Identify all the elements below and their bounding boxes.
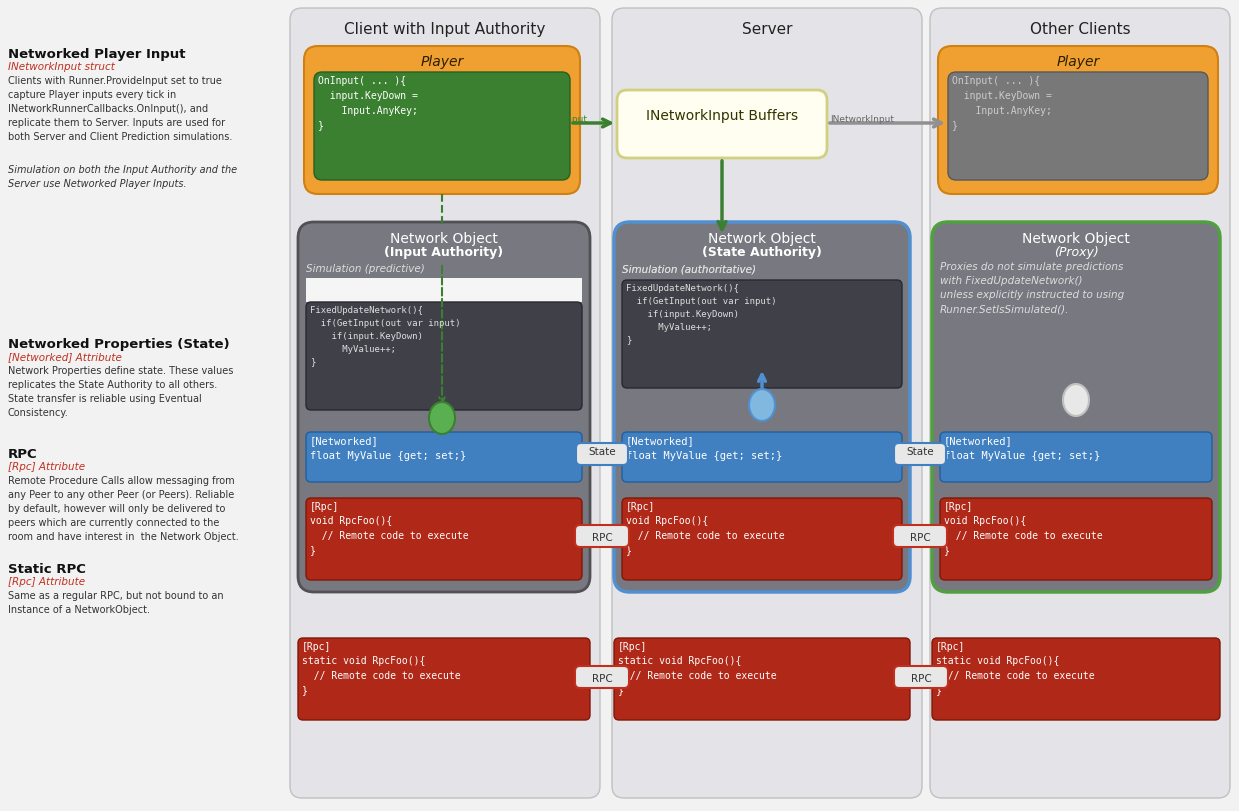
- FancyBboxPatch shape: [617, 90, 826, 158]
- FancyBboxPatch shape: [622, 280, 902, 388]
- FancyBboxPatch shape: [575, 666, 629, 688]
- Text: [Rpc] Attribute: [Rpc] Attribute: [7, 462, 85, 472]
- FancyBboxPatch shape: [622, 498, 902, 580]
- Text: [Rpc] Attribute: [Rpc] Attribute: [7, 577, 85, 587]
- Text: (State Authority): (State Authority): [703, 246, 821, 259]
- FancyBboxPatch shape: [615, 222, 909, 592]
- FancyBboxPatch shape: [612, 8, 922, 798]
- Text: INetworkInput struct: INetworkInput struct: [7, 62, 115, 72]
- FancyBboxPatch shape: [304, 46, 580, 194]
- Text: Player: Player: [1057, 55, 1100, 69]
- Text: Same as a regular RPC, but not bound to an
Instance of a NetworkObject.: Same as a regular RPC, but not bound to …: [7, 591, 223, 615]
- Text: RPC: RPC: [911, 674, 932, 684]
- Text: Static RPC: Static RPC: [7, 563, 85, 576]
- Ellipse shape: [1063, 384, 1089, 416]
- Text: Networked Properties (State): Networked Properties (State): [7, 338, 229, 351]
- Text: Network Object: Network Object: [1022, 232, 1130, 246]
- FancyBboxPatch shape: [895, 666, 948, 688]
- Text: RPC: RPC: [7, 448, 37, 461]
- FancyBboxPatch shape: [948, 72, 1208, 180]
- Text: Simulation (authoritative): Simulation (authoritative): [622, 264, 756, 274]
- Text: [Rpc]
static void RpcFoo(){
  // Remote code to execute
}: [Rpc] static void RpcFoo(){ // Remote co…: [935, 642, 1094, 695]
- FancyBboxPatch shape: [932, 222, 1220, 592]
- Text: [Rpc]
void RpcFoo(){
  // Remote code to execute
}: [Rpc] void RpcFoo(){ // Remote code to e…: [310, 502, 468, 556]
- Text: Proxies do not simulate predictions
with FixedUpdateNetwork()
unless explicitly : Proxies do not simulate predictions with…: [940, 262, 1124, 314]
- Text: [Networked]
float MyValue {get; set;}: [Networked] float MyValue {get; set;}: [944, 436, 1100, 461]
- Text: Network Object: Network Object: [707, 232, 817, 246]
- Text: Simulation (authoritative): Simulation (authoritative): [622, 264, 756, 274]
- Text: RPC: RPC: [592, 674, 612, 684]
- Text: OnInput( ... ){
  input.KeyDown =
    Input.AnyKey;
}: OnInput( ... ){ input.KeyDown = Input.An…: [318, 76, 418, 131]
- Text: Network Object: Network Object: [390, 232, 498, 246]
- Text: Clients with Runner.ProvideInput set to true
capture Player inputs every tick in: Clients with Runner.ProvideInput set to …: [7, 76, 233, 142]
- Text: OnInput( ... ){
  input.KeyDown =
    Input.AnyKey;
}: OnInput( ... ){ input.KeyDown = Input.An…: [952, 76, 1052, 131]
- Text: [Rpc]
void RpcFoo(){
  // Remote code to execute
}: [Rpc] void RpcFoo(){ // Remote code to e…: [626, 502, 784, 556]
- FancyBboxPatch shape: [299, 638, 590, 720]
- Text: Networked Player Input: Networked Player Input: [7, 48, 186, 61]
- FancyBboxPatch shape: [940, 432, 1212, 482]
- Text: INetworkInput: INetworkInput: [523, 115, 587, 124]
- FancyBboxPatch shape: [895, 443, 947, 465]
- Text: INetworkInput: INetworkInput: [830, 115, 895, 124]
- Text: RPC: RPC: [909, 533, 930, 543]
- Text: (Proxy): (Proxy): [1053, 246, 1099, 259]
- FancyBboxPatch shape: [930, 8, 1230, 798]
- Text: FixedUpdateNetwork(){
  if(GetInput(out var input)
    if(input.KeyDown)
      M: FixedUpdateNetwork(){ if(GetInput(out va…: [626, 284, 777, 345]
- Ellipse shape: [429, 402, 455, 434]
- FancyBboxPatch shape: [575, 525, 629, 547]
- FancyBboxPatch shape: [938, 46, 1218, 194]
- Text: Remote Procedure Calls allow messaging from
any Peer to any other Peer (or Peers: Remote Procedure Calls allow messaging f…: [7, 476, 239, 542]
- Text: Client with Input Authority: Client with Input Authority: [344, 22, 545, 37]
- Text: Simulation (predictive): Simulation (predictive): [306, 264, 425, 274]
- FancyBboxPatch shape: [576, 443, 628, 465]
- FancyBboxPatch shape: [932, 638, 1220, 720]
- FancyBboxPatch shape: [290, 8, 600, 798]
- FancyBboxPatch shape: [306, 302, 582, 410]
- Text: RPC: RPC: [592, 533, 612, 543]
- Text: Server: Server: [742, 22, 792, 37]
- Text: [Rpc]
static void RpcFoo(){
  // Remote code to execute
}: [Rpc] static void RpcFoo(){ // Remote co…: [618, 642, 777, 695]
- Text: [Networked] Attribute: [Networked] Attribute: [7, 352, 121, 362]
- FancyBboxPatch shape: [306, 498, 582, 580]
- Text: Other Clients: Other Clients: [1030, 22, 1130, 37]
- Text: Simulation on both the Input Authority and the
Server use Networked Player Input: Simulation on both the Input Authority a…: [7, 165, 237, 189]
- FancyBboxPatch shape: [893, 525, 947, 547]
- FancyBboxPatch shape: [615, 638, 909, 720]
- Text: [Networked]
float MyValue {get; set;}: [Networked] float MyValue {get; set;}: [626, 436, 782, 461]
- Text: Player: Player: [420, 55, 463, 69]
- Bar: [306, 278, 582, 302]
- Text: FixedUpdateNetwork(){
  if(GetInput(out var input)
    if(input.KeyDown)
      M: FixedUpdateNetwork(){ if(GetInput(out va…: [310, 306, 461, 367]
- FancyBboxPatch shape: [299, 222, 590, 592]
- Text: State: State: [589, 447, 616, 457]
- Text: [Networked]
float MyValue {get; set;}: [Networked] float MyValue {get; set;}: [310, 436, 466, 461]
- FancyBboxPatch shape: [622, 432, 902, 482]
- Ellipse shape: [750, 389, 776, 421]
- Text: Network Properties define state. These values
replicates the State Authority to : Network Properties define state. These v…: [7, 366, 233, 418]
- FancyBboxPatch shape: [940, 498, 1212, 580]
- Text: [Rpc]
void RpcFoo(){
  // Remote code to execute
}: [Rpc] void RpcFoo(){ // Remote code to e…: [944, 502, 1103, 556]
- Text: [Rpc]
static void RpcFoo(){
  // Remote code to execute
}: [Rpc] static void RpcFoo(){ // Remote co…: [302, 642, 461, 695]
- FancyBboxPatch shape: [313, 72, 570, 180]
- Text: State: State: [906, 447, 934, 457]
- Text: INetworkInput Buffers: INetworkInput Buffers: [646, 109, 798, 123]
- FancyBboxPatch shape: [306, 432, 582, 482]
- Text: (Input Authority): (Input Authority): [384, 246, 503, 259]
